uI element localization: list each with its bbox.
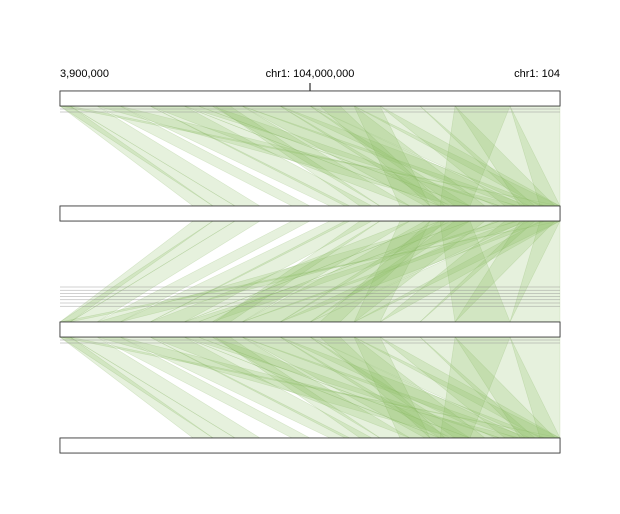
track-outline — [59, 437, 561, 454]
genome-tracks — [59, 90, 561, 454]
overlap-bands — [60, 286, 560, 307]
ruler-label-right: chr1: 104 — [514, 68, 560, 80]
genome-track — [59, 321, 561, 344]
track-outline — [59, 205, 561, 222]
genome-track — [59, 437, 561, 454]
genome-track — [59, 205, 561, 222]
track-outline — [59, 90, 561, 107]
ruler-label-left: 3,900,000 — [60, 68, 109, 80]
genome-track — [59, 90, 561, 113]
ruler: 3,900,000 chr1: 104,000,000 chr1: 104 — [60, 68, 560, 91]
track-outline — [59, 321, 561, 338]
ruler-label-center: chr1: 104,000,000 — [266, 68, 355, 80]
synteny-ribbons — [58, 105, 562, 439]
